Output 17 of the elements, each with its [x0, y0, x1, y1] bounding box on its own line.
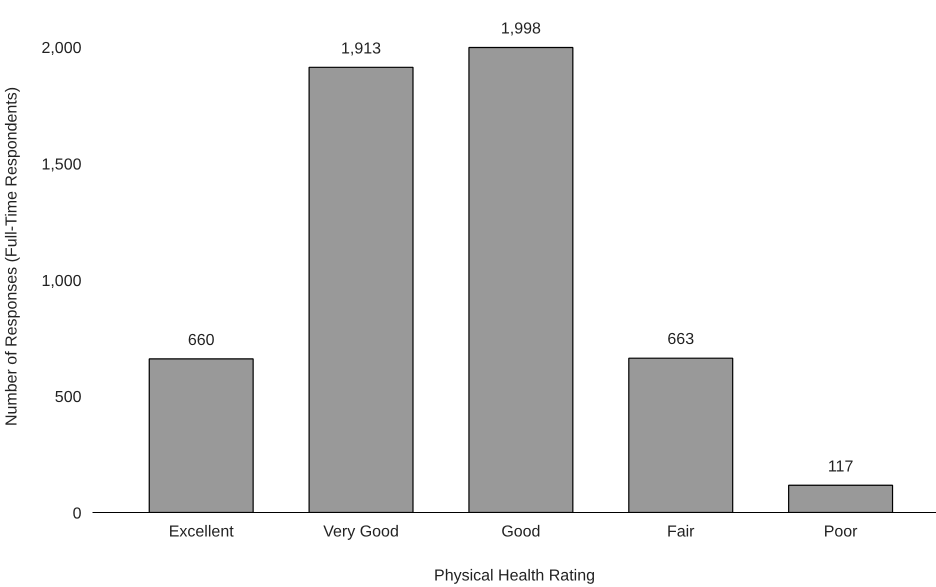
x-tick-label: Good [501, 524, 540, 540]
x-axis-title: Physical Health Rating [434, 568, 595, 584]
y-tick-label: 500 [54, 389, 82, 406]
y-tick-label: 0 [72, 506, 82, 522]
x-tick-label: Fair [666, 524, 696, 540]
x-tick-label: Excellent [168, 524, 234, 540]
data-label: 1,913 [341, 40, 382, 58]
data-label: 660 [188, 332, 215, 349]
data-label: 663 [667, 331, 694, 348]
y-tick-label: 2,000 [41, 40, 82, 58]
y-axis-title: Number of Responses (Full-Time Respondents) [3, 86, 20, 426]
y-tick-label: 1,000 [41, 272, 82, 290]
data-label: 1,998 [500, 20, 542, 38]
data-label: 117 [828, 458, 854, 476]
y-tick-label: 1,500 [41, 156, 82, 174]
x-tick-label: Poor [824, 524, 858, 540]
x-tick-label: Very Good [323, 524, 399, 540]
